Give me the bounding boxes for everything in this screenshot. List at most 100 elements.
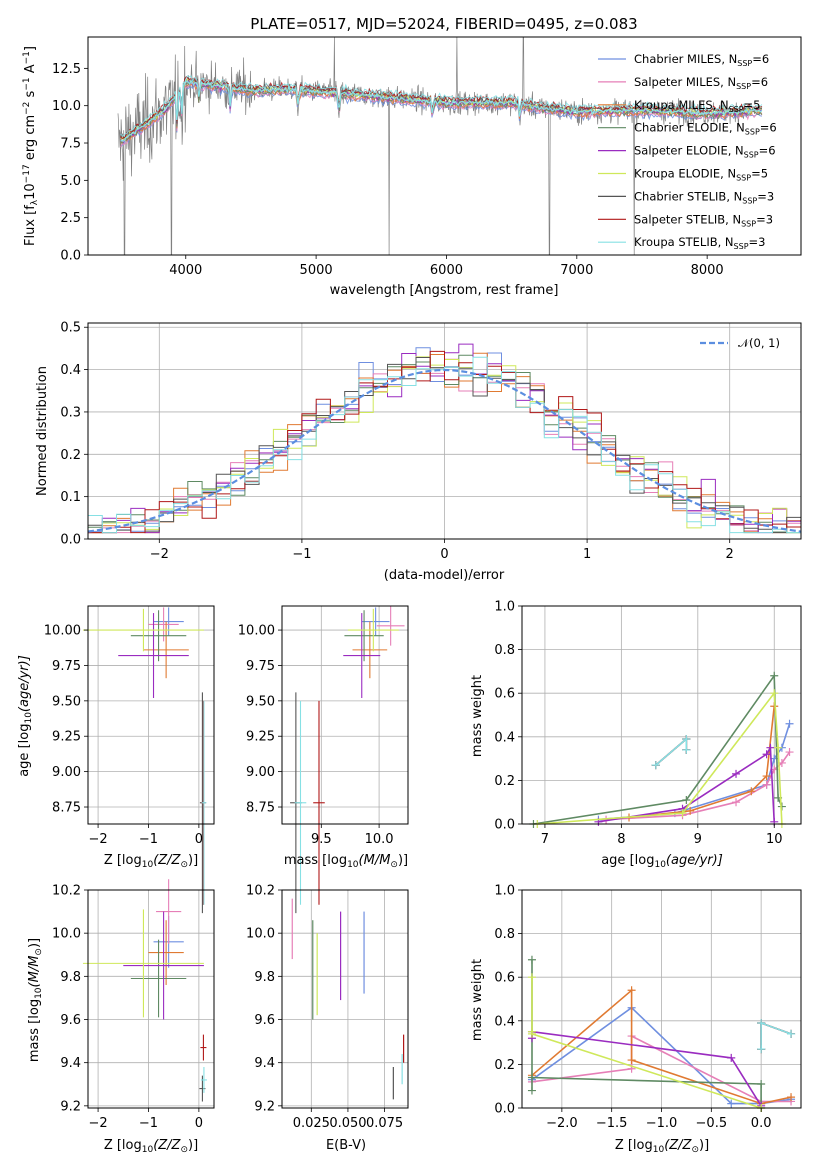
y-tick-label: 0.0 — [60, 533, 81, 548]
y-tick-label: 10.00 — [44, 624, 81, 639]
weight-point — [686, 806, 695, 815]
weight-series-kroupa-elodie — [533, 689, 786, 828]
weight-point — [787, 1029, 796, 1038]
x-tick-label: −2 — [88, 832, 107, 847]
legend-label-kroupa-miles-n: Kroupa MILES, NSSP=5 — [634, 98, 760, 114]
errorbar-kroupa-elodie — [82, 909, 204, 1018]
spectrum-ylabel: Flux [fλ10−17 erg cm−2 s−1 A−1] — [22, 46, 40, 246]
errorbar-kroupa-stelib — [294, 700, 307, 905]
x-tick-label: 6000 — [430, 263, 463, 278]
y-tick-label: 9.25 — [246, 730, 275, 745]
weight-point — [727, 1099, 736, 1108]
y-tick-label: 0.4 — [60, 363, 81, 378]
weight-point — [527, 973, 536, 982]
weight-point — [785, 748, 794, 757]
weight-point — [770, 671, 779, 680]
errorbar-salpeter-elodie — [343, 613, 381, 699]
y-tick-label: 8.75 — [246, 801, 275, 816]
mass-vs-z-plot-area — [82, 879, 214, 1108]
spectrum-lines — [117, 37, 763, 255]
weight-point — [762, 780, 771, 789]
weight-series-chabrier-elodie — [527, 955, 766, 1112]
weight-point — [527, 955, 536, 964]
weight-point — [727, 1053, 736, 1062]
spectrum-model-kroupa-stelib-top — [120, 79, 763, 142]
y-tick-label: 0.1 — [60, 490, 81, 505]
weight-point — [527, 1073, 536, 1082]
age-vs-z-xlabel: Z [log10(Z/Z⊙)] — [104, 853, 198, 870]
weight-vs-age-panel: 7 8 9 10 0.0 0.2 0.4 0.6 0.8 1.0 age [log10(age/y… — [470, 600, 802, 870]
y-tick-label: 8.75 — [52, 801, 81, 816]
mass-vs-z-ticks: −2 −1 0 9.2 9.4 9.6 9.8 10.0 10.2 — [52, 884, 203, 1132]
weight-point — [627, 986, 636, 995]
x-tick-label: 1 — [583, 547, 591, 562]
x-tick-label: −1.0 — [646, 1116, 678, 1131]
y-tick-label: 9.6 — [254, 1013, 275, 1028]
histogram-xlabel: (data-model)/error — [384, 568, 505, 583]
weight-point — [762, 772, 771, 781]
y-tick-label: 0.0 — [494, 1102, 515, 1117]
histogram-legend: 𝒩(0, 1) — [700, 336, 780, 350]
age-vs-z-axes-frame — [87, 605, 215, 825]
y-tick-label: 0.2 — [494, 1058, 515, 1073]
errorbar-kroupa-miles — [143, 621, 189, 679]
y-tick-label: 10.2 — [52, 884, 81, 899]
weight-vs-z-xlabel: Z [log10(Z/Z⊙)] — [615, 1138, 709, 1155]
x-tick-label: −1.5 — [596, 1116, 628, 1131]
x-tick-label: 10 — [766, 832, 783, 847]
weight-point — [732, 769, 741, 778]
x-tick-label: 0 — [195, 832, 203, 847]
x-tick-label: −2.0 — [546, 1116, 578, 1131]
weight-vs-age-axes-frame — [521, 605, 802, 825]
legend-normal-label: 𝒩(0, 1) — [738, 336, 780, 350]
legend-label-chabrier-miles-n: Chabrier MILES, NSSP=6 — [634, 52, 769, 68]
x-tick-label: 9 — [694, 832, 702, 847]
x-tick-label: 7 — [541, 832, 549, 847]
errorbar-kroupa-miles — [148, 920, 184, 985]
x-tick-label: 0.0 — [751, 1116, 772, 1131]
x-tick-label: 8 — [617, 832, 625, 847]
y-tick-label: 0.6 — [494, 971, 515, 986]
y-tick-label: 10.00 — [238, 624, 275, 639]
weight-point — [770, 689, 779, 698]
weight-point — [757, 1080, 766, 1089]
y-tick-label: 9.8 — [254, 970, 275, 985]
weight-series-kroupa-stelib — [757, 1018, 796, 1054]
x-tick-label: 9.5 — [311, 832, 332, 847]
y-tick-label: 9.8 — [60, 970, 81, 985]
errorbar-salpeter-elodie — [123, 911, 204, 1020]
weight-series-salpeter-elodie — [594, 743, 779, 826]
y-tick-label: 1.0 — [494, 884, 515, 899]
errorbar-chabrier-elodie — [130, 610, 187, 662]
y-tick-label: 10.0 — [52, 927, 81, 942]
y-tick-label: 0.0 — [60, 249, 81, 264]
legend-label-chabrier-stelib-n: Chabrier STELIB, NSSP=3 — [634, 189, 774, 205]
weight-point — [732, 798, 741, 807]
x-tick-label: 0.075 — [366, 1116, 403, 1131]
x-tick-label: −1 — [139, 1116, 158, 1131]
y-tick-label: 9.4 — [60, 1056, 81, 1071]
errorbar-kroupa-elodie — [347, 608, 399, 652]
y-tick-label: 9.00 — [246, 765, 275, 780]
y-tick-label: 9.2 — [60, 1099, 81, 1114]
weight-point — [682, 745, 691, 754]
y-tick-label: 9.75 — [246, 659, 275, 674]
y-tick-label: 10.0 — [52, 99, 81, 114]
normal-curve — [87, 368, 802, 533]
weight-vs-z-panel: −2.0 −1.5 −1.0 −0.5 0.0 0.0 0.2 0.4 0.6 0.8 1.0 Z … — [470, 884, 802, 1155]
errorbar-salpeter-elodie — [118, 613, 189, 699]
mass-vs-ebv-ticks: 0.025 0.050 0.075 9.2 9.4 9.6 9.8 10.0 10.2 — [246, 884, 403, 1132]
x-tick-label: 2 — [726, 547, 734, 562]
weight-series-chabrier-elodie — [529, 671, 786, 828]
weight-series-kroupa-stelib — [651, 734, 691, 770]
legend-label-kroupa-elodie-n: Kroupa ELODIE, NSSP=5 — [634, 167, 768, 183]
x-tick-label: −2 — [88, 1116, 107, 1131]
weight-vs-z-ticks: −2.0 −1.5 −1.0 −0.5 0.0 0.0 0.2 0.4 0.6 0.8 1.0 — [494, 884, 771, 1132]
histogram-ticks: −2 −1 0 1 2 0.0 0.1 0.2 0.3 0.4 0.5 — [60, 321, 734, 562]
y-tick-label: 9.25 — [52, 730, 81, 745]
x-tick-label: −2 — [150, 547, 169, 562]
y-tick-label: 9.00 — [52, 765, 81, 780]
y-tick-label: 2.5 — [60, 211, 81, 226]
y-tick-label: 5.0 — [60, 174, 81, 189]
